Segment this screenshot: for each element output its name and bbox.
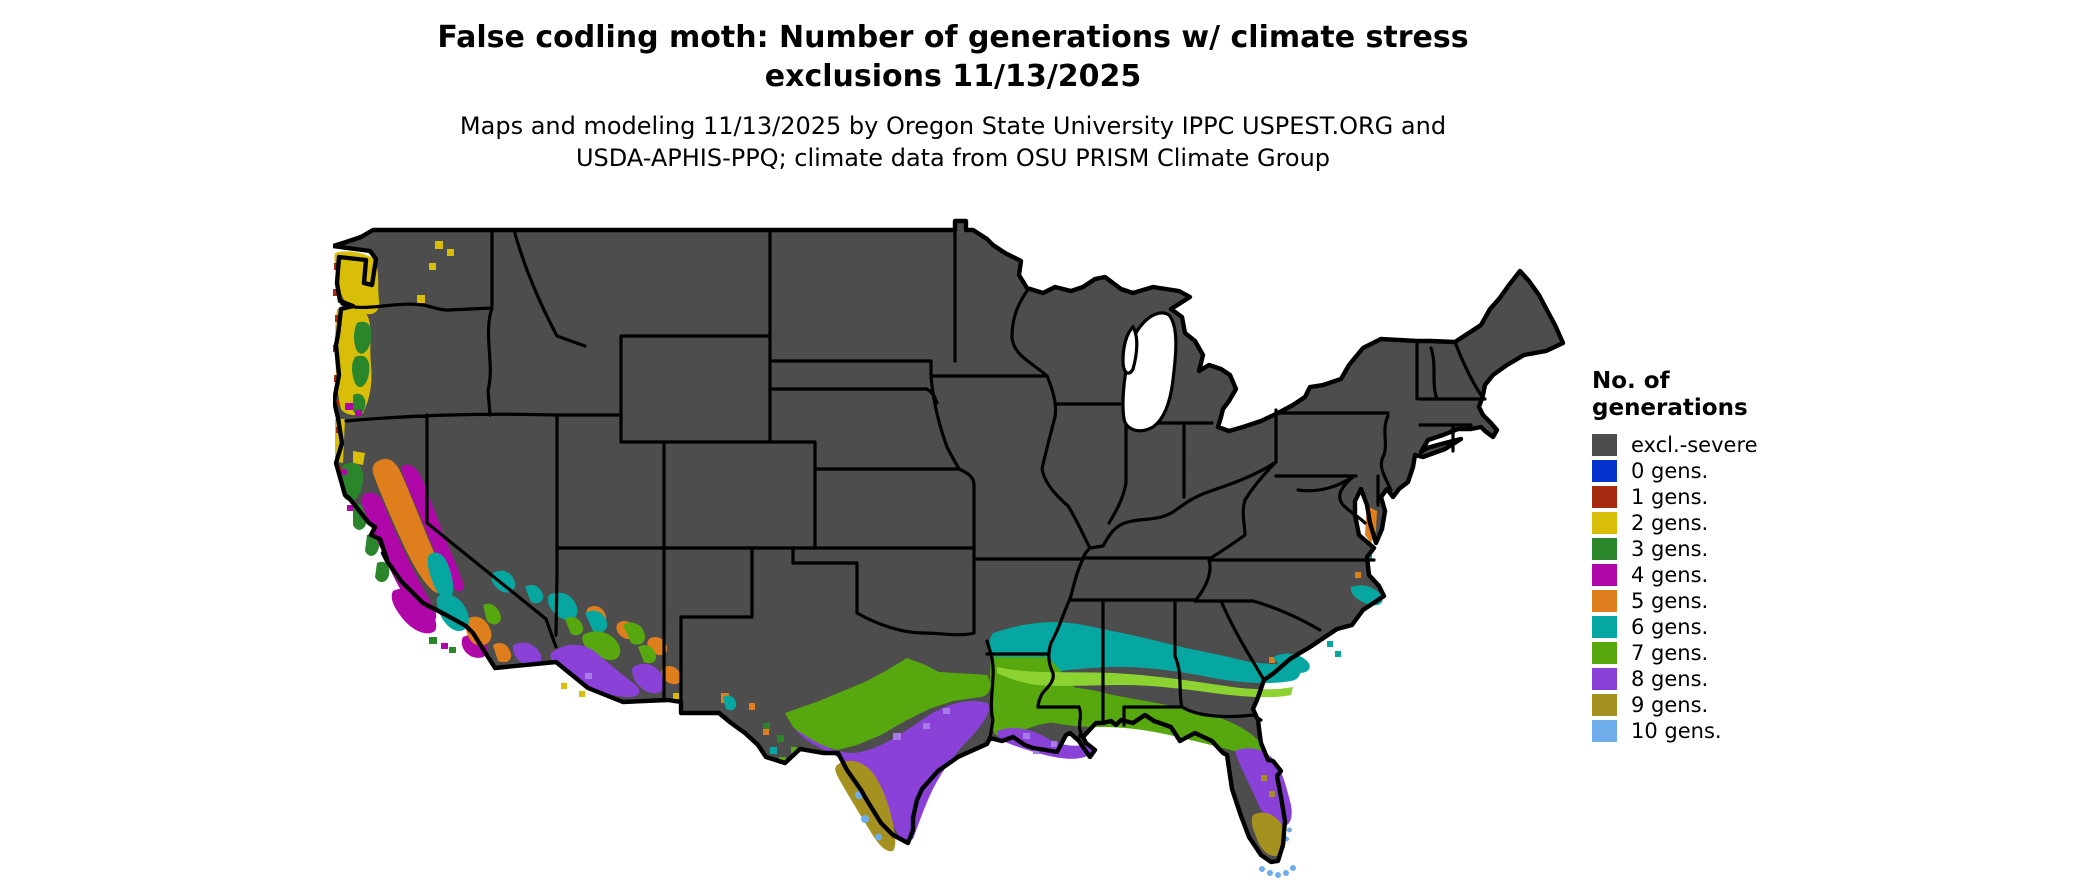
legend-swatch-0-gens [1592, 460, 1617, 483]
region-4gens [341, 403, 488, 658]
us-generations-map [330, 205, 1593, 892]
us-outline [330, 218, 1566, 865]
header: False codling moth: Number of generation… [253, 18, 1653, 175]
legend-row-excl-severe: excl.-severe [1592, 432, 1812, 458]
state-borders [340, 228, 1487, 740]
legend-label-1-gens: 1 gens. [1631, 485, 1709, 510]
legend-title-line-2: generations [1592, 395, 1748, 422]
legend-swatch-7-gens [1592, 642, 1617, 665]
legend-label-4-gens: 4 gens. [1631, 563, 1709, 588]
legend-row-4-gens: 4 gens. [1592, 562, 1812, 588]
legend-label-2-gens: 2 gens. [1631, 511, 1709, 536]
legend-row-10-gens: 10 gens. [1592, 718, 1812, 744]
title-line-2: exclusions 11/13/2025 [764, 59, 1142, 94]
page-subtitle: Maps and modeling 11/13/2025 by Oregon S… [253, 110, 1653, 175]
legend-row-5-gens: 5 gens. [1592, 588, 1812, 614]
legend-label-10-gens: 10 gens. [1631, 719, 1722, 744]
legend-label-6-gens: 6 gens. [1631, 615, 1709, 640]
legend-swatch-excl-severe [1592, 434, 1617, 457]
legend-label-excl-severe: excl.-severe [1631, 433, 1758, 458]
legend-swatch-9-gens [1592, 694, 1617, 717]
legend-title-line-1: No. of [1592, 368, 1670, 394]
legend-swatch-6-gens [1592, 616, 1617, 639]
legend-row-7-gens: 7 gens. [1592, 640, 1812, 666]
region-green-fringe [643, 667, 1293, 698]
legend-swatch-4-gens [1592, 564, 1617, 587]
legend-row-1-gens: 1 gens. [1592, 484, 1812, 510]
legend-title: No. of generations [1592, 368, 1812, 422]
legend-swatch-5-gens [1592, 590, 1617, 613]
map-svg [330, 218, 1566, 878]
region-6gens [427, 552, 1383, 754]
legend-row-6-gens: 6 gens. [1592, 614, 1812, 640]
region-8gens [512, 642, 1292, 843]
subtitle-line-1: Maps and modeling 11/13/2025 by Oregon S… [459, 112, 1447, 140]
legend-swatch-1-gens [1592, 486, 1617, 509]
page-title: False codling moth: Number of generation… [253, 18, 1653, 96]
legend-row-8-gens: 8 gens. [1592, 666, 1812, 692]
green-bay [1121, 324, 1139, 375]
legend-swatch-2-gens [1592, 512, 1617, 535]
title-line-1: False codling moth: Number of generation… [437, 20, 1469, 55]
legend-label-9-gens: 9 gens. [1631, 693, 1709, 718]
region-1gens [333, 263, 343, 473]
region-7gens [483, 603, 1264, 764]
legend-label-0-gens: 0 gens. [1631, 459, 1709, 484]
legend-row-0-gens: 0 gens. [1592, 458, 1812, 484]
subtitle-line-2: USDA-APHIS-PPQ; climate data from OSU PR… [575, 144, 1331, 173]
map-legend: No. of generations excl.-severe 0 gens. … [1592, 368, 1812, 744]
legend-swatch-3-gens [1592, 538, 1617, 561]
legend-label-8-gens: 8 gens. [1631, 667, 1709, 692]
legend-row-2-gens: 2 gens. [1592, 510, 1812, 536]
legend-label-7-gens: 7 gens. [1631, 641, 1709, 666]
legend-label-3-gens: 3 gens. [1631, 537, 1709, 562]
legend-label-5-gens: 5 gens. [1631, 589, 1709, 614]
legend-row-3-gens: 3 gens. [1592, 536, 1812, 562]
legend-swatch-10-gens [1592, 720, 1617, 743]
legend-swatch-8-gens [1592, 668, 1617, 691]
region-2gens [334, 241, 679, 699]
legend-rows: excl.-severe 0 gens. 1 gens. 2 gens. 3 g… [1592, 432, 1812, 744]
legend-row-9-gens: 9 gens. [1592, 692, 1812, 718]
